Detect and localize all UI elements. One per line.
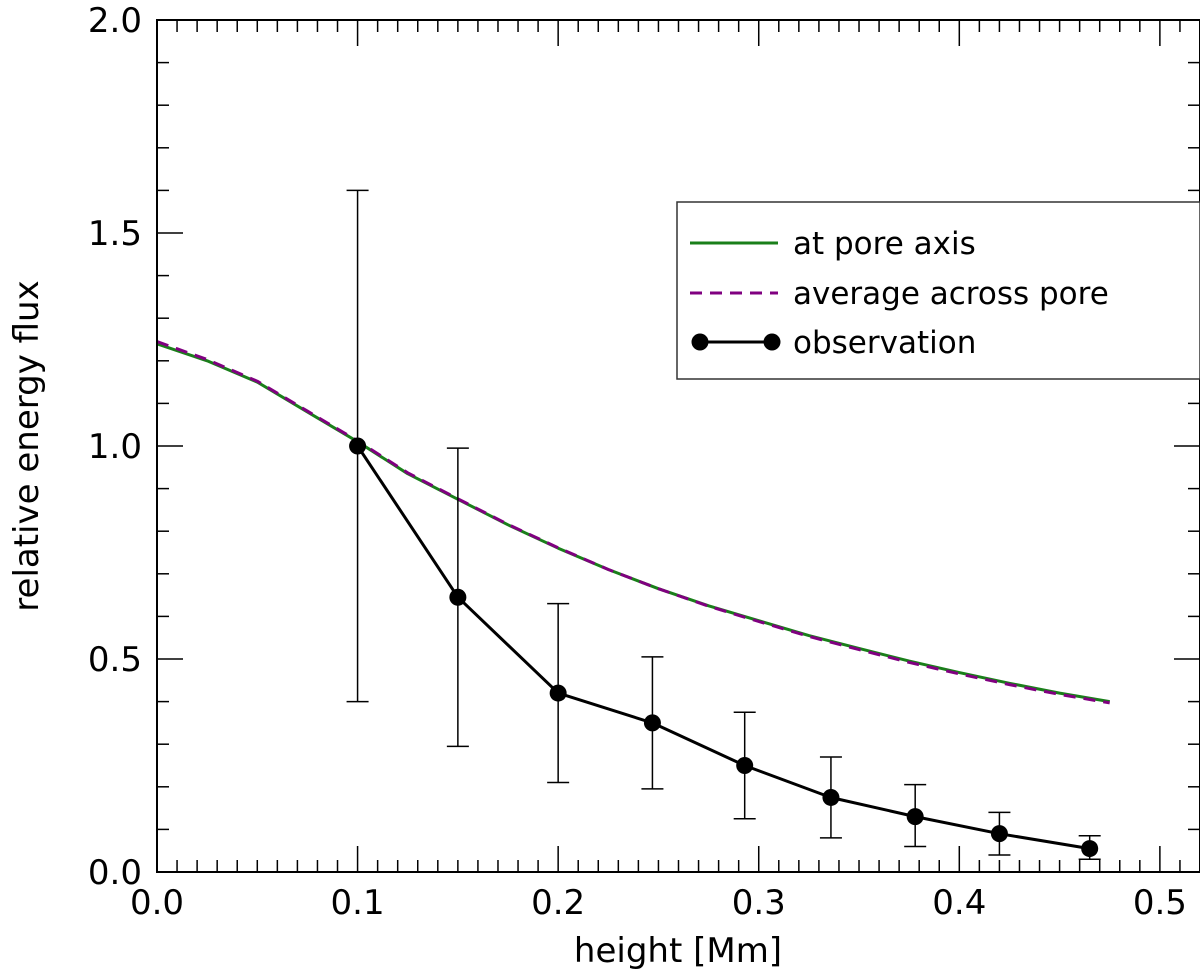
x-tick-label: 0.0 xyxy=(130,883,184,923)
data-point-observation xyxy=(990,825,1008,843)
data-point-observation xyxy=(449,588,467,606)
x-tick-label: 0.2 xyxy=(531,883,585,923)
y-tick-label: 1.0 xyxy=(88,427,142,467)
y-axis-title: relative energy flux xyxy=(7,280,47,611)
data-point-observation xyxy=(549,684,567,702)
legend-marker-observation-left xyxy=(691,333,709,351)
plot-frame xyxy=(156,19,1200,873)
series-line-observation xyxy=(356,445,1090,851)
legend: at pore axis average across pore observa… xyxy=(676,201,1200,380)
data-point-observation xyxy=(643,714,661,732)
legend-label-average: average across pore xyxy=(793,276,1109,312)
data-point-observation xyxy=(349,437,367,455)
axis-ticks xyxy=(156,19,1200,873)
y-tick-label: 2.0 xyxy=(88,1,142,41)
series-line-average-across-pore xyxy=(156,340,1110,705)
legend-label-pore-axis: at pore axis xyxy=(793,226,976,262)
series-layer xyxy=(156,189,1110,860)
data-point-observation xyxy=(1081,840,1099,858)
x-tick-label: 0.3 xyxy=(732,883,786,923)
x-tick-label: 0.4 xyxy=(932,883,986,923)
data-point-observation xyxy=(822,788,840,806)
legend-marker-observation-right xyxy=(763,333,781,351)
tick-labels: 0.0 0.1 0.2 0.3 0.4 0.5 0.0 0.5 1.0 1.5 2.0 xyxy=(88,1,1187,923)
x-tick-label: 0.1 xyxy=(331,883,385,923)
series-line-at-pore-axis xyxy=(156,342,1110,704)
data-point-observation xyxy=(736,757,754,774)
legend-label-observation: observation xyxy=(793,325,976,361)
x-tick-label: 0.5 xyxy=(1133,883,1187,923)
x-axis-title: height [Mm] xyxy=(574,931,782,971)
y-tick-label: 0.5 xyxy=(88,640,142,680)
legend-box xyxy=(676,201,1200,380)
data-point-observation xyxy=(906,808,924,826)
y-tick-label: 1.5 xyxy=(88,214,142,254)
y-tick-label: 0.0 xyxy=(88,853,142,893)
